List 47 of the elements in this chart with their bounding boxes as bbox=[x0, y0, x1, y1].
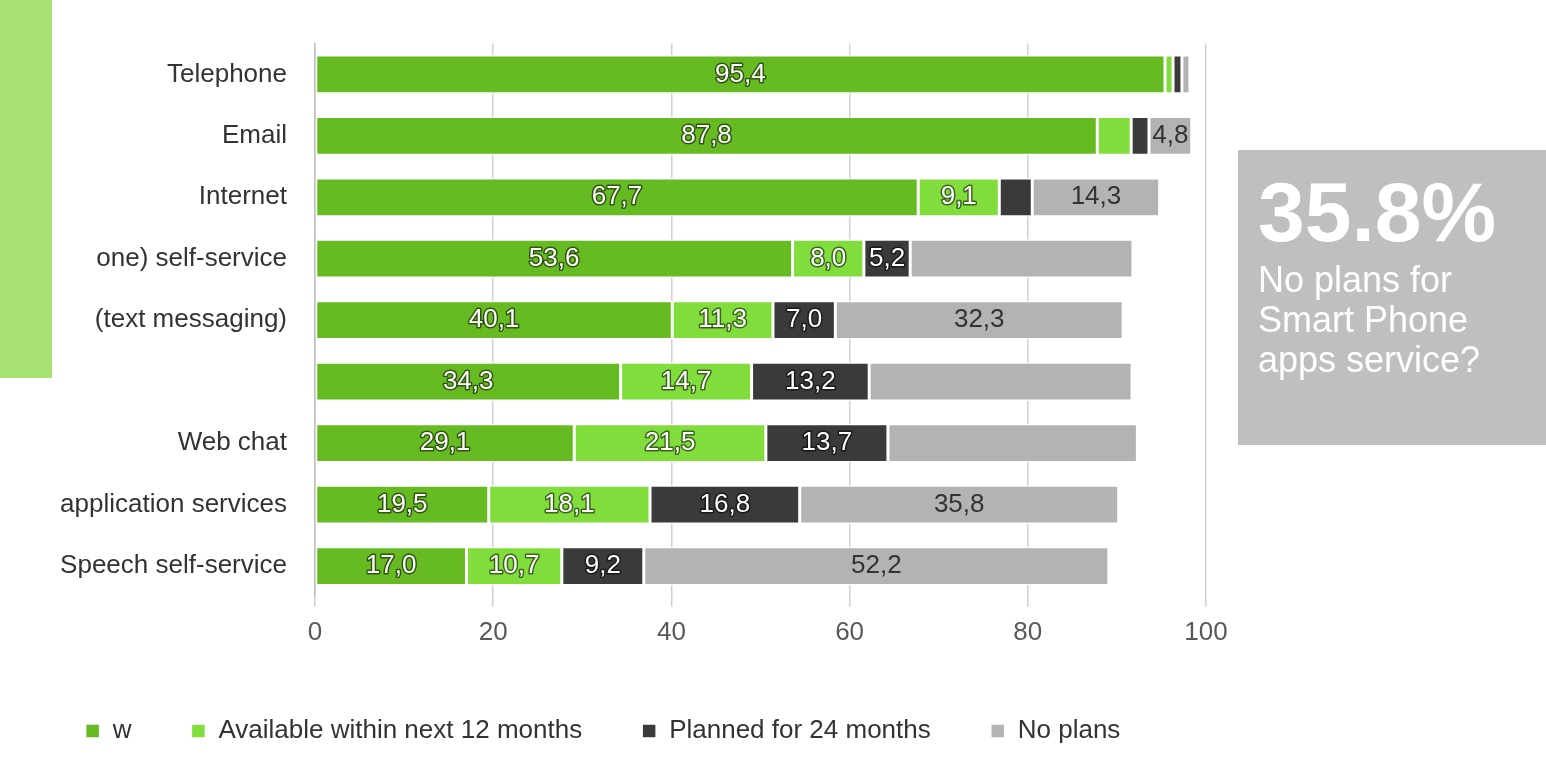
legend-label: No plans bbox=[1017, 714, 1121, 745]
x-tick-label: 0 bbox=[307, 615, 323, 646]
data-label: 4,8 bbox=[1152, 118, 1189, 149]
data-label: 95,4 bbox=[715, 57, 766, 88]
y-tick-label: Telephone bbox=[167, 57, 287, 88]
y-tick-label: application services bbox=[60, 487, 287, 518]
legend-label: w bbox=[111, 714, 132, 745]
data-label: 17,0 bbox=[365, 549, 417, 580]
data-label: 10,7 bbox=[488, 549, 540, 580]
x-tick-label: 100 bbox=[1184, 615, 1228, 646]
y-tick-label: Internet bbox=[198, 180, 288, 211]
data-label: 14,7 bbox=[660, 364, 712, 395]
data-label: 35,8 bbox=[933, 487, 985, 518]
text: No plans for Smart Phone apps service? bbox=[1258, 259, 1482, 380]
data-label: 16,8 bbox=[699, 487, 751, 518]
y-tick-label: Speech self-service bbox=[60, 549, 287, 580]
data-label: 9,1 bbox=[940, 180, 977, 211]
data-label: 34,3 bbox=[442, 364, 494, 395]
x-tick-label: 20 bbox=[478, 615, 508, 646]
x-tick-label: 40 bbox=[656, 615, 686, 646]
y-tick-label: one) self-service bbox=[96, 241, 287, 272]
x-tick-label: 80 bbox=[1013, 615, 1043, 646]
text: 35.8% bbox=[1258, 164, 1498, 260]
data-label: 11,3 bbox=[698, 303, 747, 334]
data-label: 40,1 bbox=[468, 303, 520, 334]
data-label: 13,2 bbox=[785, 364, 836, 395]
data-label: 87,8 bbox=[681, 118, 732, 149]
y-tick-label: (text messaging) bbox=[94, 303, 287, 334]
data-label: 32,3 bbox=[953, 303, 1005, 334]
x-tick-label: 60 bbox=[835, 615, 865, 646]
legend-label: Available within next 12 months bbox=[218, 714, 583, 745]
data-label: 18,1 bbox=[544, 487, 595, 518]
data-label: 29,1 bbox=[419, 426, 471, 457]
y-tick-label: Email bbox=[221, 118, 287, 149]
data-label: 67,7 bbox=[591, 180, 643, 211]
data-label: 19,5 bbox=[376, 487, 428, 518]
data-label: 8,0 bbox=[810, 241, 847, 272]
data-label: 13,7 bbox=[801, 426, 853, 457]
data-label: 21,5 bbox=[644, 426, 696, 457]
data-label: 52,2 bbox=[851, 549, 902, 580]
data-label: 7,0 bbox=[786, 303, 823, 334]
legend-label: Planned for 24 months bbox=[669, 714, 931, 745]
data-label: 14,3 bbox=[1070, 180, 1122, 211]
data-label: 9,2 bbox=[584, 549, 621, 580]
data-label: 5,2 bbox=[868, 241, 906, 272]
data-label: 53,6 bbox=[528, 241, 580, 272]
y-tick-label: Web chat bbox=[177, 426, 288, 457]
